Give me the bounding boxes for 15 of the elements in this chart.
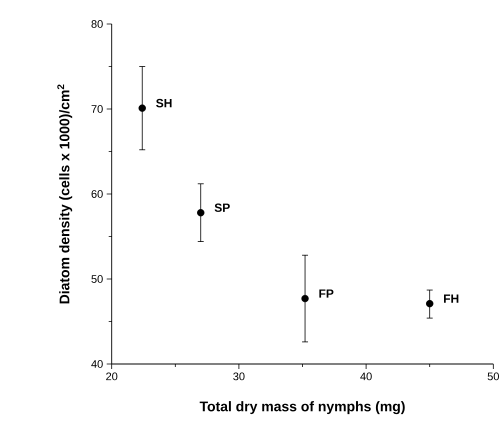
y-tick-label: 40	[91, 360, 103, 368]
x-tick-label: 20	[106, 372, 118, 380]
x-tick-label: 30	[233, 372, 245, 380]
y-tick-label: 80	[91, 20, 103, 28]
annotation: SP	[214, 203, 230, 212]
x-axis-title: Total dry mass of nymphs (mg)	[200, 401, 405, 414]
y-tick-label: 50	[91, 275, 103, 283]
annotation: FP	[319, 289, 334, 298]
annotation: SH	[156, 98, 172, 108]
y-axis-title: Diatom density (cells x 1000)/cm$^{2}$	[57, 84, 72, 304]
x-tick-label: 40	[360, 372, 372, 380]
y-tick-label: 70	[92, 105, 103, 113]
annotation: FH	[444, 294, 458, 303]
x-tick-label: 50	[488, 372, 499, 380]
y-tick-label: 60	[92, 190, 103, 198]
